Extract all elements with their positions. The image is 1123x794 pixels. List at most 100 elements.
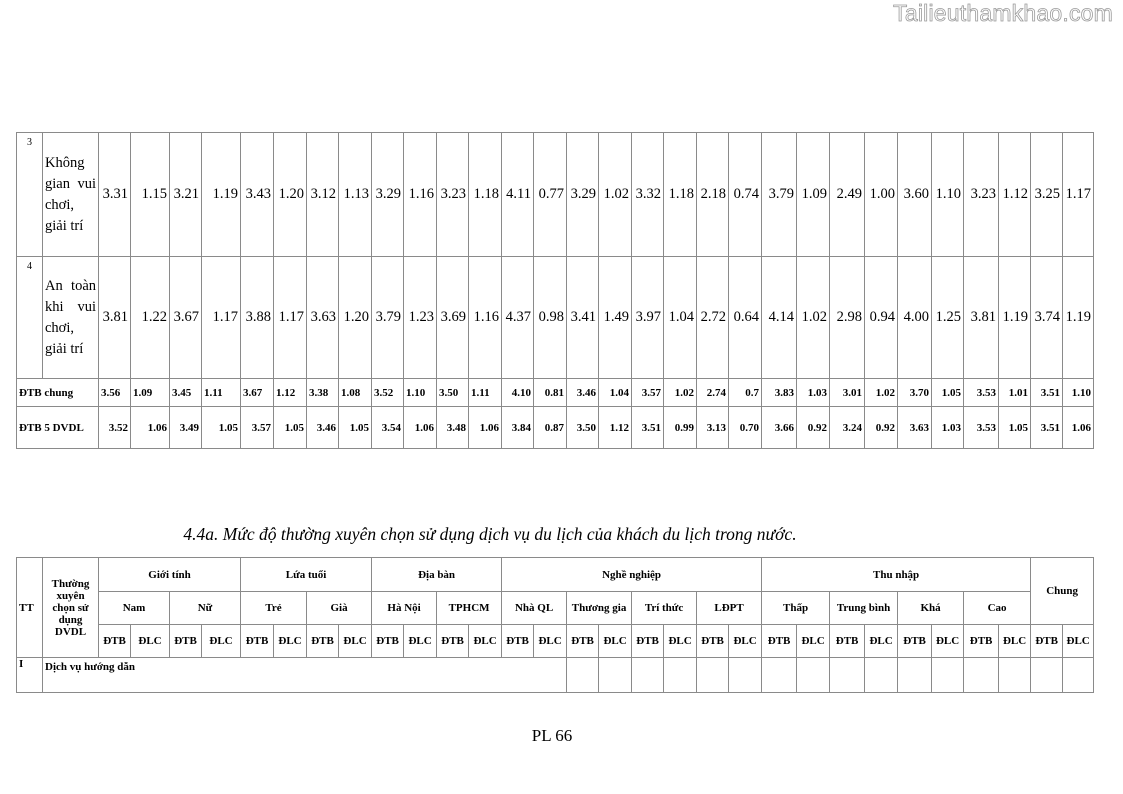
subgroup-header: Trung bình [829, 591, 899, 625]
summary-value: 1.05 [998, 406, 1031, 449]
mean-header: ĐTB [371, 624, 405, 658]
value-cell: 3.41 [566, 256, 599, 379]
mean-header: ĐTB [761, 624, 798, 658]
value-cell: 1.02 [598, 132, 632, 257]
summary-value: 3.56 [98, 378, 131, 407]
summary-value: 1.10 [1062, 378, 1094, 407]
summary-value: 4.10 [501, 378, 534, 407]
item-header: Thường xuyên chọn sử dụng DVDL [42, 557, 99, 658]
value-cell: 1.19 [998, 256, 1031, 379]
summary-value: 3.83 [761, 378, 797, 407]
empty-cell [897, 657, 933, 693]
group-header: Thu nhập [761, 557, 1032, 592]
sd-header: ĐLC [403, 624, 438, 658]
summary-value: 3.38 [306, 378, 339, 407]
summary-value: 3.49 [169, 406, 202, 449]
value-cell: 2.98 [829, 256, 865, 379]
value-cell: 1.09 [796, 132, 830, 257]
results-table-continued: 3 Không gian vui chơi, giải trí 3.31 1.15 3.… [16, 132, 1094, 449]
value-cell: 4.00 [897, 256, 932, 379]
sd-header: ĐLC [533, 624, 568, 658]
row-number: 3 [16, 132, 43, 257]
frequency-table: TT Thường xuyên chọn sử dụng DVDL Giới tín… [16, 557, 1095, 693]
header-row: Nam Nữ Trẻ Già Hà Nội TPHCM Nhà QL Thương gia Tr… [17, 591, 1094, 625]
summary-value: 2.74 [696, 378, 729, 407]
summary-value: 1.06 [1062, 406, 1094, 449]
summary-value: 3.51 [1030, 406, 1063, 449]
sd-header: ĐLC [728, 624, 763, 658]
subgroup-header: Thấp [761, 591, 831, 625]
value-cell: 0.77 [533, 132, 567, 257]
summary-value: 0.99 [663, 406, 697, 449]
summary-value: 1.02 [663, 378, 697, 407]
sd-header: ĐLC [864, 624, 899, 658]
summary-value: 3.50 [566, 406, 599, 449]
empty-cell [696, 657, 730, 693]
sd-header: ĐLC [663, 624, 698, 658]
value-cell: 3.69 [436, 256, 469, 379]
group-header: Lứa tuổi [240, 557, 373, 592]
summary-value: 3.45 [169, 378, 202, 407]
summary-value: 1.06 [130, 406, 170, 449]
subgroup-header: LĐPT [696, 591, 763, 625]
overall-header: Chung [1030, 557, 1095, 625]
value-cell: 1.17 [1062, 132, 1094, 257]
empty-cell [1062, 657, 1095, 693]
value-cell: 3.97 [631, 256, 664, 379]
value-cell: 1.23 [403, 256, 437, 379]
mean-header: ĐTB [829, 624, 866, 658]
summary-value: 1.01 [998, 378, 1031, 407]
summary-value: 0.7 [728, 378, 762, 407]
sd-header: ĐLC [338, 624, 373, 658]
subgroup-header: Trí thức [631, 591, 698, 625]
section-label: Dịch vụ hướng dẫn [41, 657, 568, 693]
summary-value: 3.66 [761, 406, 797, 449]
summary-value: 3.84 [501, 406, 534, 449]
subgroup-header: Thương gia [566, 591, 633, 625]
summary-value: 3.53 [963, 378, 999, 407]
subgroup-header: Già [306, 591, 373, 625]
summary-value: 3.70 [897, 378, 932, 407]
summary-value: 1.09 [130, 378, 170, 407]
value-cell: 1.20 [273, 132, 307, 257]
table-caption: 4.4a. Mức độ thường xuyên chọn sử dụng d… [183, 524, 797, 544]
value-cell: 0.64 [728, 256, 762, 379]
subgroup-header: Khá [897, 591, 965, 625]
value-cell: 2.72 [696, 256, 729, 379]
header-row: TT Thường xuyên chọn sử dụng DVDL Giới tín… [16, 557, 1095, 658]
value-cell: 0.98 [533, 256, 567, 379]
summary-value: 3.52 [371, 378, 404, 407]
summary-value: 1.05 [273, 406, 307, 449]
subgroup-header: Nữ [168, 591, 242, 625]
value-cell: 1.12 [998, 132, 1031, 257]
summary-value: 3.50 [436, 378, 469, 407]
sd-header: ĐLC [273, 624, 308, 658]
empty-cell [864, 657, 899, 693]
empty-cell [829, 657, 866, 693]
value-cell: 3.12 [306, 132, 339, 257]
empty-cell [998, 657, 1032, 693]
value-cell: 1.18 [468, 132, 502, 257]
value-cell: 1.22 [130, 256, 170, 379]
value-cell: 4.14 [761, 256, 797, 379]
summary-value: 1.05 [931, 378, 964, 407]
sd-header: ĐLC [998, 624, 1032, 658]
value-cell: 3.79 [371, 256, 404, 379]
value-cell: 1.15 [130, 132, 170, 257]
value-cell: 3.63 [306, 256, 339, 379]
table-row: 3 Không gian vui chơi, giải trí 3.31 1.15 3.… [16, 132, 1094, 257]
value-cell: 1.13 [338, 132, 372, 257]
summary-value: 1.08 [338, 378, 372, 407]
summary-value: 3.52 [98, 406, 131, 449]
summary-value: 0.92 [796, 406, 830, 449]
summary-value: 3.24 [829, 406, 865, 449]
sd-header: ĐLC [931, 624, 965, 658]
summary-value: 1.05 [338, 406, 372, 449]
value-cell: 3.25 [1030, 132, 1063, 257]
value-cell: 0.74 [728, 132, 762, 257]
summary-value: 3.46 [306, 406, 339, 449]
summary-value: 3.13 [696, 406, 729, 449]
empty-cell [598, 657, 633, 693]
subgroup-header: Nhà QL [501, 591, 568, 625]
value-cell: 1.00 [864, 132, 898, 257]
